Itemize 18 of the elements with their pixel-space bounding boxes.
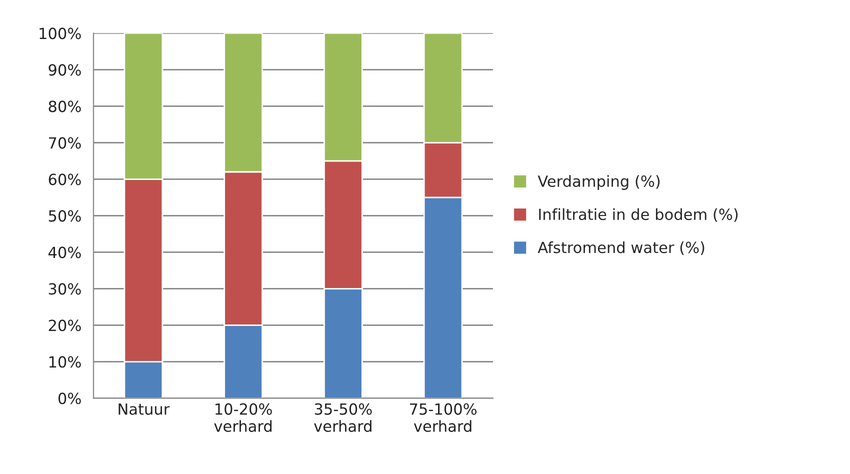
y-tick-label: 10% <box>49 356 81 368</box>
x-tick-label: 10-20% verhard <box>214 403 272 432</box>
x-tick-label: 75-100% verhard <box>410 403 477 432</box>
y-tick-label: 30% <box>48 283 81 295</box>
y-tick-label: 0% <box>58 392 81 404</box>
y-tick-label: 90% <box>48 64 81 76</box>
y-tick-label: 100% <box>40 28 81 40</box>
y-tick-label: 70% <box>48 137 81 149</box>
legend-label: Infiltratie in de bodem (%) <box>539 208 738 222</box>
y-tick-label: 60% <box>48 174 81 186</box>
legend-label: Verdamping (%) <box>538 175 660 190</box>
y-tick-label: 40% <box>48 246 81 258</box>
y-tick-label: 50% <box>48 210 81 222</box>
x-tick-label: Natuur <box>118 403 170 415</box>
y-tick-label: 80% <box>48 100 81 112</box>
legend-label: Afstromend water (%) <box>538 241 704 256</box>
x-tick-label: 35-50% verhard <box>314 403 372 432</box>
y-tick-label: 20% <box>48 320 81 332</box>
